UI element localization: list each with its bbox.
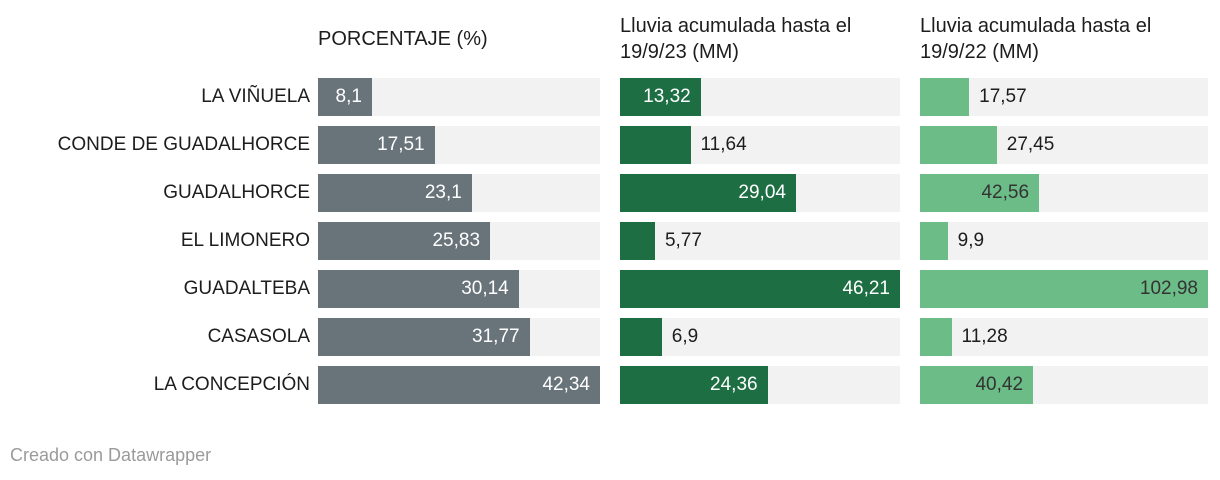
value-label: 25,83 <box>432 230 481 251</box>
bar-track: 46,21 <box>620 270 900 308</box>
value-label: 9,9 <box>957 230 985 251</box>
column-header-lluvia-2023: Lluvia acumulada hasta el 19/9/23 (MM) <box>620 15 852 63</box>
chart-row: EL LIMONERO 25,83 5,77 9,9 <box>0 222 1220 260</box>
bar[interactable]: 46,21 <box>620 270 900 308</box>
category-label: LA VIÑUELA <box>201 86 310 107</box>
category-label: GUADALHORCE <box>163 182 310 203</box>
bar[interactable] <box>920 78 970 116</box>
value-label: 23,1 <box>424 182 462 203</box>
bar-track: 102,98 <box>920 270 1208 308</box>
bar-track: 17,57 <box>920 78 1208 116</box>
bar-track: 11,28 <box>920 318 1208 356</box>
bar-track: 5,77 <box>620 222 900 260</box>
value-label: 24,36 <box>710 374 758 395</box>
bar[interactable]: 40,42 <box>920 366 1034 404</box>
bar-track: 17,51 <box>318 126 600 164</box>
bar-track: 40,42 <box>920 366 1208 404</box>
value-label: 17,51 <box>377 134 425 155</box>
value-label: 29,04 <box>738 182 786 203</box>
column-header-porcentaje: PORCENTAJE (%) <box>318 28 488 50</box>
bar[interactable] <box>920 126 997 164</box>
category-label: CONDE DE GUADALHORCE <box>57 134 310 155</box>
bar[interactable]: 31,77 <box>318 318 530 356</box>
category-label: EL LIMONERO <box>180 230 310 251</box>
value-label: 11,28 <box>961 326 1008 347</box>
value-label: 42,56 <box>981 182 1030 203</box>
bar[interactable] <box>620 318 662 356</box>
chart-row: LA CONCEPCIÓN 42,34 24,36 40,42 <box>0 366 1220 404</box>
bar[interactable]: 25,83 <box>318 222 491 260</box>
value-label: 42,34 <box>542 374 590 395</box>
bar[interactable]: 29,04 <box>620 174 796 212</box>
chart-row: GUADALTEBA 30,14 46,21 102,98 <box>0 270 1220 308</box>
bar-track: 29,04 <box>620 174 900 212</box>
bar-track: 42,56 <box>920 174 1208 212</box>
bar[interactable]: 8,1 <box>318 78 372 116</box>
bar-track: 30,14 <box>318 270 600 308</box>
bar-track: 42,34 <box>318 366 600 404</box>
value-label: 40,42 <box>975 374 1024 395</box>
value-label: 6,9 <box>671 326 699 347</box>
value-label: 102,98 <box>1139 278 1198 299</box>
value-label: 31,77 <box>472 326 520 347</box>
bar[interactable]: 17,51 <box>318 126 435 164</box>
bar[interactable]: 13,32 <box>620 78 701 116</box>
chart-row: LA VIÑUELA 8,1 13,32 17,57 <box>0 78 1220 116</box>
value-label: 5,77 <box>664 230 702 251</box>
bar[interactable]: 42,56 <box>920 174 1040 212</box>
bar-track: 31,77 <box>318 318 600 356</box>
chart-row: CASASOLA 31,77 6,9 11,28 <box>0 318 1220 356</box>
bar[interactable]: 24,36 <box>620 366 768 404</box>
value-label: 17,57 <box>979 86 1027 107</box>
bar[interactable] <box>620 126 691 164</box>
chart-row: GUADALHORCE 23,1 29,04 42,56 <box>0 174 1220 212</box>
value-label: 30,14 <box>461 278 509 299</box>
bar-track: 24,36 <box>620 366 900 404</box>
column-header-lluvia-2022: Lluvia acumulada hasta el 19/9/22 (MM) <box>920 15 1152 63</box>
bar[interactable] <box>920 318 952 356</box>
bar[interactable]: 102,98 <box>920 270 1208 308</box>
value-label: 8,1 <box>335 86 362 107</box>
value-label: 27,45 <box>1006 134 1055 155</box>
value-label: 46,21 <box>842 278 890 299</box>
value-label: 11,64 <box>700 134 747 155</box>
bar-track: 9,9 <box>920 222 1208 260</box>
chart-row: CONDE DE GUADALHORCE 17,51 11,64 27,45 <box>0 126 1220 164</box>
bar-track: 6,9 <box>620 318 900 356</box>
bar-track: 23,1 <box>318 174 600 212</box>
datawrapper-credit-link[interactable]: Creado con Datawrapper <box>10 445 212 465</box>
category-label: CASASOLA <box>207 326 310 347</box>
value-label: 13,32 <box>643 86 691 107</box>
bar-track: 11,64 <box>620 126 900 164</box>
bar-track: 8,1 <box>318 78 600 116</box>
chart-rows: LA VIÑUELA 8,1 13,32 17,57 CONDE DE GUADALHO… <box>0 78 1220 404</box>
bar[interactable]: 42,34 <box>318 366 600 404</box>
category-label: GUADALTEBA <box>183 278 310 299</box>
bar-track: 13,32 <box>620 78 900 116</box>
bar[interactable]: 30,14 <box>318 270 519 308</box>
column-headers: PORCENTAJE (%) Lluvia acumulada hasta el… <box>0 0 1220 78</box>
bar[interactable] <box>920 222 948 260</box>
bar[interactable]: 23,1 <box>318 174 472 212</box>
bar[interactable] <box>620 222 655 260</box>
bar-track: 25,83 <box>318 222 600 260</box>
bar-track: 27,45 <box>920 126 1208 164</box>
category-label: LA CONCEPCIÓN <box>153 374 310 395</box>
